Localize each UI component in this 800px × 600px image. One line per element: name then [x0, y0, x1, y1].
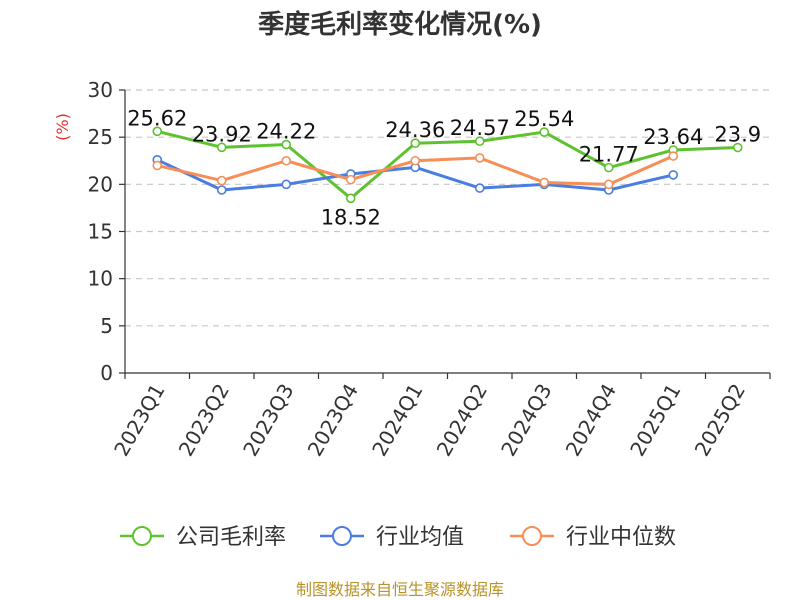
y-tick-label: 0	[100, 361, 113, 385]
series-2-point	[410, 155, 421, 166]
legend-swatch-marker	[132, 526, 152, 546]
series-0-point	[281, 139, 292, 150]
x-tick-label: 2024Q3	[496, 380, 556, 461]
series-0-point	[603, 162, 614, 173]
chart-title: 季度毛利率变化情况(%)	[258, 9, 542, 40]
data-label: 25.54	[514, 107, 574, 131]
series-0-point	[539, 127, 550, 137]
gridlines	[125, 89, 770, 327]
legend-label: 行业均值	[376, 525, 464, 550]
data-label: 24.22	[256, 120, 316, 144]
series-lines	[152, 126, 743, 204]
series-2-point	[668, 151, 679, 161]
x-tick-label: 2024Q1	[367, 380, 427, 461]
series-0-point	[410, 138, 421, 149]
series-2-point	[345, 174, 356, 185]
data-label: 18.52	[321, 205, 381, 229]
legend-label: 公司毛利率	[176, 525, 286, 550]
y-tick-label: 15	[88, 220, 113, 244]
y-tick-label: 20	[88, 172, 113, 196]
legend-label: 行业中位数	[566, 525, 676, 550]
series-0-point	[345, 193, 356, 204]
x-tick-label: 2023Q1	[109, 380, 169, 461]
series-1-point	[474, 183, 485, 193]
series-0-point	[474, 136, 485, 147]
data-label: 24.36	[385, 118, 445, 142]
series-1-point	[281, 179, 292, 190]
x-tick-label: 2023Q3	[238, 380, 298, 461]
series-1-point	[216, 185, 227, 195]
y-tick-label: 5	[100, 314, 113, 338]
series-1-point	[668, 170, 679, 180]
series-2-point	[603, 179, 614, 190]
x-tick-label: 2023Q4	[303, 380, 363, 461]
series-2-point	[216, 175, 227, 186]
data-label: 25.62	[127, 106, 187, 130]
x-tick-label: 2023Q2	[174, 380, 234, 461]
series-0-point	[216, 142, 227, 153]
series-2-point	[281, 155, 292, 166]
legend: 公司毛利率 行业均值 行业中位数	[120, 525, 676, 550]
data-label: 24.57	[450, 116, 510, 140]
x-tick-label: 2025Q1	[625, 380, 685, 461]
y-tick-label: 30	[88, 78, 113, 102]
y-tick-label: 25	[88, 125, 113, 149]
y-axis-unit: (%)	[53, 113, 72, 141]
series-0-point	[732, 142, 743, 153]
series-0-line	[156, 129, 738, 200]
series-0-point	[152, 126, 163, 137]
x-tick-label: 2024Q2	[432, 380, 492, 461]
legend-swatch-marker	[332, 526, 352, 546]
legend-swatch-marker	[522, 526, 542, 546]
y-tick-label: 10	[88, 267, 113, 291]
source-note: 制图数据来自恒生聚源数据库	[296, 580, 504, 599]
data-label: 23.64	[643, 125, 703, 149]
data-label: 21.77	[579, 143, 639, 167]
x-tick-label: 2025Q2	[690, 380, 750, 461]
series-2-point	[152, 160, 163, 171]
series-2-point	[474, 153, 485, 163]
x-tick-label: 2024Q4	[561, 380, 621, 461]
data-label: 23.92	[192, 122, 252, 146]
series-2-point	[539, 177, 550, 188]
data-label: 23.9	[714, 123, 761, 147]
